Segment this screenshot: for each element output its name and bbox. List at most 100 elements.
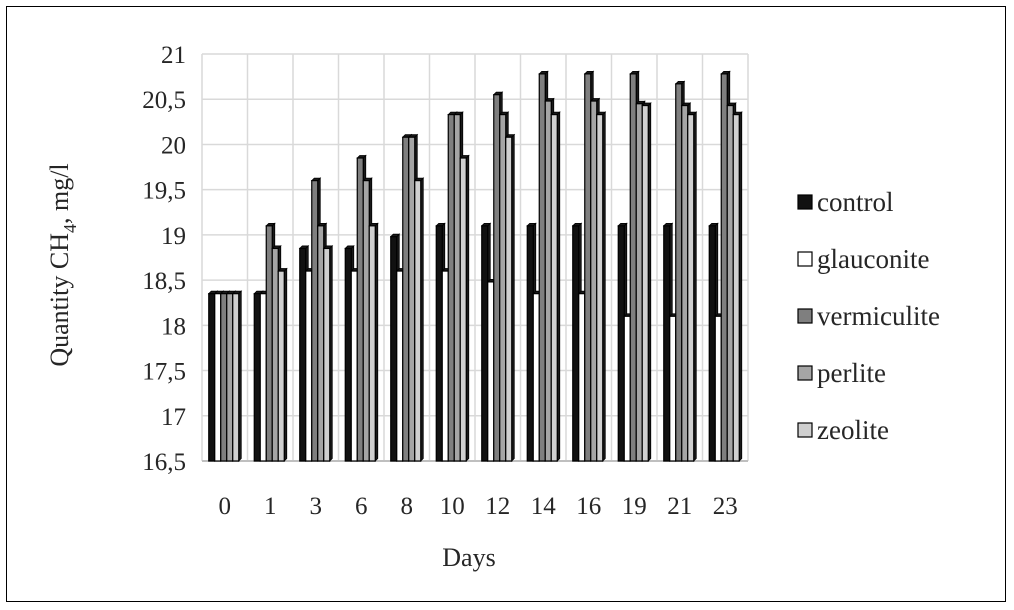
bar-perlite xyxy=(317,225,325,462)
bar-perlite xyxy=(499,113,507,462)
y-tick-label: 18,5 xyxy=(142,268,186,295)
x-axis-title: Days xyxy=(442,543,495,572)
bar-vermiculite xyxy=(675,83,683,462)
bar-vermiculite xyxy=(584,73,592,462)
bar-zeolite xyxy=(232,293,240,462)
bar-zeolite xyxy=(505,136,513,462)
bar-zeolite xyxy=(596,113,604,462)
y-tick-labels: 16,5 17 17,5 18 18,5 19 19,5 20 20,5 21 xyxy=(142,42,186,476)
bar-vermiculite xyxy=(493,94,501,462)
bar-perlite xyxy=(362,180,370,462)
x-tick-label: 14 xyxy=(531,493,557,520)
bar-zeolite xyxy=(368,225,376,462)
bar-control xyxy=(299,247,307,462)
bar-glauconite xyxy=(532,293,540,462)
bar-perlite xyxy=(453,113,461,462)
legend-swatch xyxy=(797,251,813,267)
bar-glauconite xyxy=(578,293,586,462)
y-axis-title-subscript: 4 xyxy=(60,224,80,233)
bar-perlite xyxy=(681,104,689,462)
x-tick-label: 1 xyxy=(264,493,277,520)
bars xyxy=(207,70,743,462)
bar-perlite xyxy=(408,136,416,462)
bar-glauconite xyxy=(623,315,631,462)
bar-glauconite xyxy=(441,270,449,462)
bar-perlite xyxy=(544,100,552,462)
bar-glauconite xyxy=(714,315,722,462)
bar-control xyxy=(208,293,216,462)
bar-vermiculite xyxy=(311,180,319,462)
bar-perlite xyxy=(726,104,734,462)
bar-vermiculite xyxy=(402,136,410,462)
bar-control xyxy=(253,293,261,462)
x-tick-label: 21 xyxy=(667,493,692,520)
y-tick-label: 19,5 xyxy=(142,178,186,205)
legend-swatch xyxy=(797,308,813,324)
legend-label: zeolite xyxy=(817,415,889,445)
legend-swatch xyxy=(797,365,813,381)
bar-glauconite xyxy=(350,270,358,462)
y-axis-title-main: Quantity CH xyxy=(45,233,74,367)
bar-zeolite xyxy=(414,180,422,462)
bar-perlite xyxy=(635,103,643,462)
y-tick-label: 16,5 xyxy=(142,449,186,476)
bar-glauconite xyxy=(669,315,677,462)
legend-label: perlite xyxy=(817,358,886,388)
bar-zeolite xyxy=(732,113,740,462)
y-tick-label: 17,5 xyxy=(142,359,186,386)
bar-perlite xyxy=(271,247,279,462)
x-tick-label: 0 xyxy=(219,493,232,520)
bar-vermiculite xyxy=(538,73,546,462)
bar-vermiculite xyxy=(447,113,455,462)
bar-control xyxy=(526,225,534,462)
y-tick-label: 21 xyxy=(161,42,186,69)
bar-vermiculite xyxy=(356,157,364,462)
bar-control xyxy=(708,225,716,462)
bar-control xyxy=(481,225,489,462)
bar-control xyxy=(617,225,625,462)
bar-glauconite xyxy=(214,293,222,462)
x-tick-label: 3 xyxy=(310,493,323,520)
bar-vermiculite xyxy=(220,293,228,462)
legend-label: control xyxy=(817,187,893,217)
x-tick-label: 23 xyxy=(713,493,738,520)
bar-glauconite xyxy=(305,270,313,462)
y-axis-title-suffix: , mg/l xyxy=(45,163,74,224)
bar-zeolite xyxy=(641,104,649,462)
bar-control xyxy=(663,225,671,462)
y-tick-label: 18 xyxy=(161,313,186,340)
x-tick-label: 6 xyxy=(355,493,368,520)
y-tick-label: 20,5 xyxy=(142,87,186,114)
legend-label: vermiculite xyxy=(817,301,940,331)
x-tick-label: 19 xyxy=(622,493,647,520)
y-axis-title: Quantity CH4, mg/l xyxy=(45,163,80,366)
bar-control xyxy=(344,247,352,462)
bar-perlite xyxy=(590,100,598,462)
y-tick-label: 19 xyxy=(161,223,186,250)
legend-swatch xyxy=(797,194,813,210)
bar-control xyxy=(435,225,443,462)
bar-zeolite xyxy=(277,270,285,462)
x-tick-label: 12 xyxy=(485,493,510,520)
bar-perlite xyxy=(226,293,234,462)
bar-vermiculite xyxy=(265,225,273,462)
y-tick-label: 20 xyxy=(161,132,186,159)
bar-zeolite xyxy=(323,247,331,462)
bar-zeolite xyxy=(550,113,558,462)
y-tick-label: 17 xyxy=(161,404,186,431)
legend: control glauconite vermiculite perlite zeoli… xyxy=(797,187,940,445)
legend-swatch xyxy=(797,422,813,438)
bar-vermiculite xyxy=(720,73,728,462)
bar-zeolite xyxy=(687,113,695,462)
bar-vermiculite xyxy=(629,73,637,462)
x-tick-labels: 0 1 3 6 8 10 12 14 16 19 21 23 xyxy=(219,493,738,520)
bar-glauconite xyxy=(259,293,267,462)
x-tick-label: 8 xyxy=(401,493,414,520)
bar-control xyxy=(390,236,398,462)
bar-zeolite xyxy=(459,157,467,462)
x-tick-label: 16 xyxy=(576,493,601,520)
bar-control xyxy=(572,225,580,462)
gridlines xyxy=(201,53,749,462)
x-tick-label: 10 xyxy=(440,493,465,520)
